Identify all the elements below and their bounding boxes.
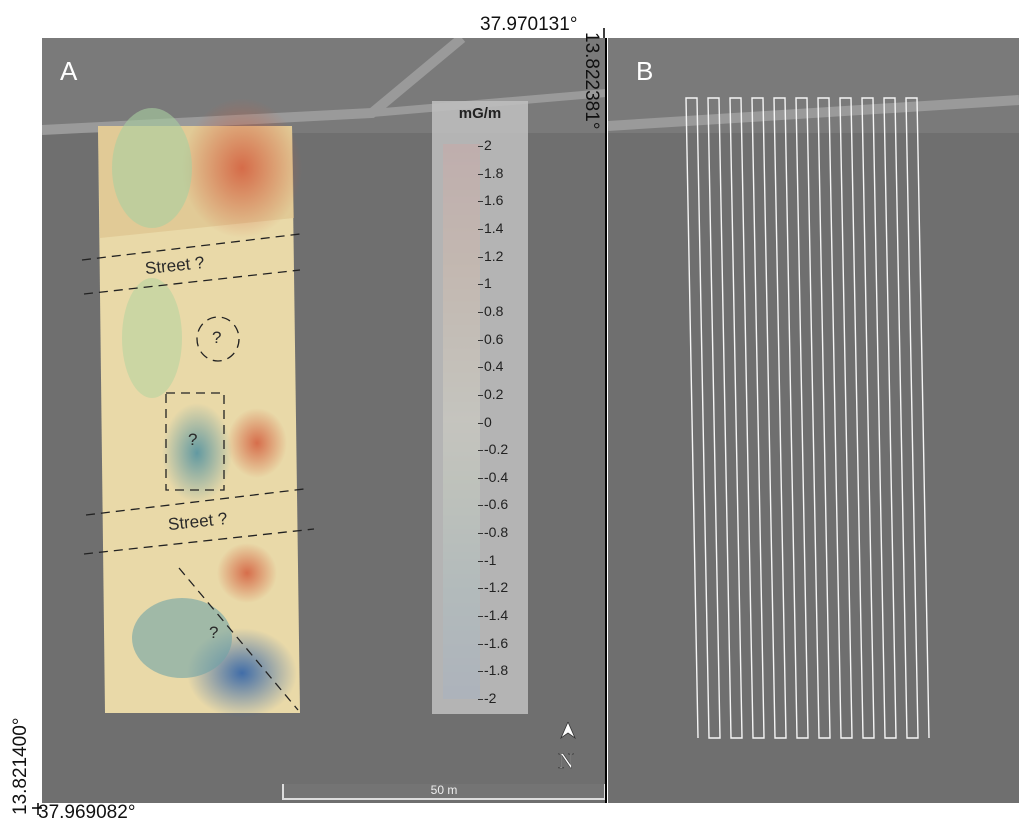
legend-tick-label: -2 bbox=[484, 690, 497, 706]
legend-tick-mark bbox=[478, 201, 483, 203]
legend-tick-label: 1.8 bbox=[484, 164, 504, 181]
gradient-survey-area bbox=[98, 98, 302, 718]
legend-tick-label: 1.4 bbox=[484, 219, 504, 236]
legend-tick-label: 2 bbox=[484, 137, 492, 153]
legend-tick-label: -1.8 bbox=[484, 662, 509, 679]
legend-tick-label: -0.4 bbox=[484, 468, 509, 485]
legend-tick-mark bbox=[478, 450, 483, 452]
circle-question-mark: ? bbox=[212, 328, 222, 347]
legend-tick-label: 0.6 bbox=[484, 330, 504, 347]
diagonal-question-mark: ? bbox=[209, 623, 219, 642]
legend-tick-label: -1.6 bbox=[484, 634, 509, 651]
legend-tick-label: -1.2 bbox=[484, 579, 509, 596]
legend-tick-mark bbox=[478, 533, 483, 535]
panel-a-gradient-map: A Street ? Street ? ? ? ? mG/m 2 1.8 1.6 1.… bbox=[42, 38, 606, 803]
scale-bar-label: 50 m bbox=[430, 783, 458, 797]
legend-tick-mark bbox=[478, 228, 483, 230]
legend-tick-mark bbox=[478, 671, 483, 673]
legend-tick-mark bbox=[478, 256, 483, 258]
panel-b-background bbox=[608, 38, 1019, 739]
panel-b-track-map: B bbox=[608, 38, 1019, 803]
survey-track-path bbox=[685, 97, 930, 739]
legend-tick-mark bbox=[478, 311, 483, 313]
legend-tick-mark bbox=[478, 284, 483, 286]
legend-tick-mark bbox=[478, 367, 483, 369]
panel-b-label: B bbox=[636, 56, 654, 86]
legend-tick-mark bbox=[478, 477, 483, 479]
legend-tick-label: 0.4 bbox=[484, 358, 504, 375]
legend-tick-label: -0.2 bbox=[484, 441, 509, 458]
dashed-annotations bbox=[81, 233, 315, 711]
legend-tick-label: 1.2 bbox=[484, 247, 504, 264]
legend-tick-mark bbox=[478, 616, 483, 618]
legend-title: mG/m bbox=[458, 105, 502, 122]
legend-tick-mark bbox=[478, 339, 483, 341]
legend-tick-mark bbox=[478, 394, 483, 396]
legend-tick-mark bbox=[478, 643, 483, 645]
legend-tick-label: 0.8 bbox=[484, 302, 504, 319]
legend-tick-mark bbox=[478, 173, 483, 175]
legend-tick-mark bbox=[478, 422, 483, 424]
panel-divider bbox=[605, 38, 607, 803]
legend-tick-mark bbox=[478, 588, 483, 590]
survey-track-lines bbox=[685, 97, 930, 739]
north-arrow-icon bbox=[560, 722, 576, 740]
scale-bar: 50 m bbox=[282, 783, 606, 800]
coord-right-longitude: 13.822381° bbox=[581, 32, 602, 130]
legend: mG/m 2 1.8 1.6 1.4 1.2 1 0.8 0.6 0.4 0.2 0 -0.2 -0.4… bbox=[432, 101, 528, 714]
coord-top-latitude: 37.970131° bbox=[480, 14, 578, 35]
legend-tick-label: 1 bbox=[484, 275, 492, 292]
panel-a-label: A bbox=[60, 56, 78, 86]
legend-tick-label: -0.6 bbox=[484, 496, 509, 513]
legend-tick-label: 0.2 bbox=[484, 385, 504, 402]
legend-tick-mark bbox=[478, 505, 483, 507]
legend-tick-label: -0.8 bbox=[484, 524, 509, 541]
rect-question-mark: ? bbox=[188, 430, 198, 449]
legend-tick-mark bbox=[478, 146, 483, 147]
coord-bottom-latitude: 37.969082° bbox=[38, 802, 136, 823]
coord-left-longitude: 13.821400° bbox=[10, 717, 31, 815]
legend-tick-label: -1 bbox=[484, 551, 497, 568]
legend-tick-label: 0 bbox=[484, 413, 492, 430]
legend-tick-label: 1.6 bbox=[484, 192, 504, 209]
legend-tick-mark bbox=[478, 560, 483, 562]
north-label: N bbox=[558, 748, 574, 774]
legend-tick-label: -1.4 bbox=[484, 607, 509, 624]
legend-tick-mark bbox=[478, 699, 483, 700]
